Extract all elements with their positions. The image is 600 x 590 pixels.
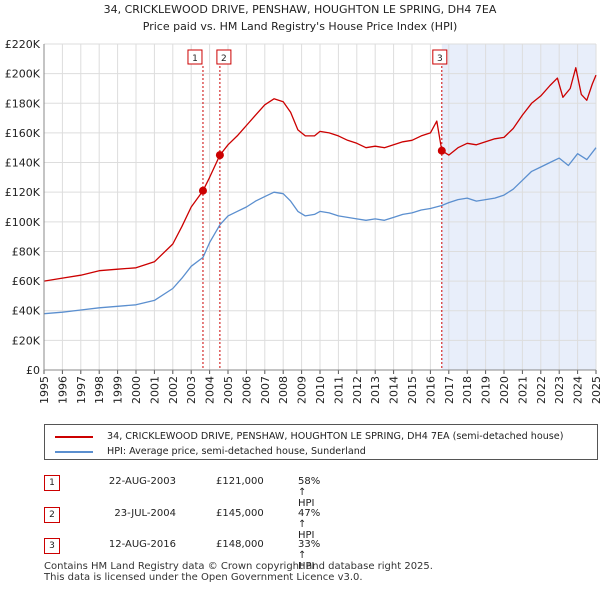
price-chart: 34, CRICKLEWOOD DRIVE, PENSHAW, HOUGHTON… [5,3,600,404]
x-tick-label-14: 2009 [296,376,309,404]
sale-point-3 [437,146,446,155]
sale-badge-1: 1 [44,475,60,491]
legend-label-hpi: HPI: Average price, semi-detached house,… [107,446,366,457]
x-tick-label-19: 2014 [388,376,401,404]
x-tick-label-7: 2002 [167,376,180,404]
x-tick-label-20: 2015 [406,376,419,404]
sale-price-3: £148,000 [216,539,264,550]
sale-point-2 [215,151,224,160]
x-tick-label-0: 1995 [38,376,51,404]
sale-delta-2: 47% ↑ HPI [298,508,321,541]
y-tick-label-2: £40K [12,305,41,318]
y-tick-label-11: £220K [5,38,41,51]
sale-date-1: 22-AUG-2003 [108,476,176,487]
x-tick-label-12: 2007 [259,376,272,404]
sale-marker-label-2: 2 [221,54,227,64]
x-tick-label-11: 2006 [240,376,253,404]
sale-marker-box-1 [187,49,203,65]
x-tick-label-8: 2003 [185,376,198,404]
x-tick-label-26: 2021 [516,376,529,404]
y-tick-label-3: £60K [12,275,41,288]
sale-delta-1: 58% ↑ HPI [298,476,321,509]
x-tick-label-28: 2023 [553,376,566,404]
y-tick-label-8: £160K [5,127,41,140]
footer: Contains HM Land Registry data © Crown c… [44,561,433,583]
y-tick-label-1: £20K [12,334,41,347]
x-tick-label-29: 2024 [572,376,585,404]
sale-badge-2: 2 [44,507,60,523]
y-tick-label-4: £80K [12,245,41,258]
x-tick-label-24: 2019 [480,376,493,404]
x-tick-label-6: 2001 [148,376,161,404]
sale-price-1: £121,000 [216,476,264,487]
x-tick-label-9: 2004 [204,376,217,404]
y-tick-label-6: £120K [5,186,41,199]
x-tick-label-30: 2025 [590,376,600,404]
legend-swatch-hpi [55,451,93,453]
x-tick-label-3: 1998 [93,376,106,404]
hpi-line [43,147,597,315]
sale-point-1 [198,186,207,195]
x-tick-label-21: 2016 [424,376,437,404]
legend-label-property: 34, CRICKLEWOOD DRIVE, PENSHAW, HOUGHTON… [107,431,564,442]
sale-marker-box-3 [432,49,448,65]
x-tick-label-25: 2020 [498,376,511,404]
sale-date-2: 23-JUL-2004 [114,508,176,519]
legend-swatch-property [55,436,93,438]
sale-marker-label-1: 1 [192,54,198,64]
y-tick-label-0: £0 [26,364,40,377]
x-tick-label-15: 2010 [314,376,327,404]
y-tick-label-7: £140K [5,157,41,170]
sale-price-2: £145,000 [216,508,264,519]
footer-licence: This data is licensed under the Open Gov… [44,572,363,583]
sale-date-3: 12-AUG-2016 [108,539,176,550]
sale-badge-3: 3 [44,538,60,554]
legend: 34, CRICKLEWOOD DRIVE, PENSHAW, HOUGHTON… [44,424,598,460]
sale-marker-label-3: 3 [437,54,443,64]
x-tick-label-1: 1996 [56,376,69,404]
x-tick-label-22: 2017 [443,376,456,404]
footer-copyright: Contains HM Land Registry data © Crown c… [44,561,433,572]
sale-delta-3: 33% ↑ HPI [298,539,321,572]
x-tick-label-2: 1997 [75,376,88,404]
x-tick-label-27: 2022 [535,376,548,404]
y-tick-label-5: £100K [5,216,41,229]
shaded-region [441,44,596,370]
x-tick-label-18: 2013 [369,376,382,404]
x-tick-label-10: 2005 [222,376,235,404]
x-tick-label-17: 2012 [351,376,364,404]
x-tick-label-13: 2008 [277,376,290,404]
chart-title: 34, CRICKLEWOOD DRIVE, PENSHAW, HOUGHTON… [104,3,497,16]
y-tick-label-9: £180K [5,97,41,110]
x-tick-label-16: 2011 [332,376,345,404]
property-price-line [43,67,597,282]
chart-subtitle: Price paid vs. HM Land Registry's House … [143,20,458,33]
x-tick-label-4: 1999 [112,376,125,404]
x-tick-label-5: 2000 [130,376,143,404]
sale-marker-box-2 [216,49,232,65]
y-tick-label-10: £200K [5,68,41,81]
x-tick-label-23: 2018 [461,376,474,404]
